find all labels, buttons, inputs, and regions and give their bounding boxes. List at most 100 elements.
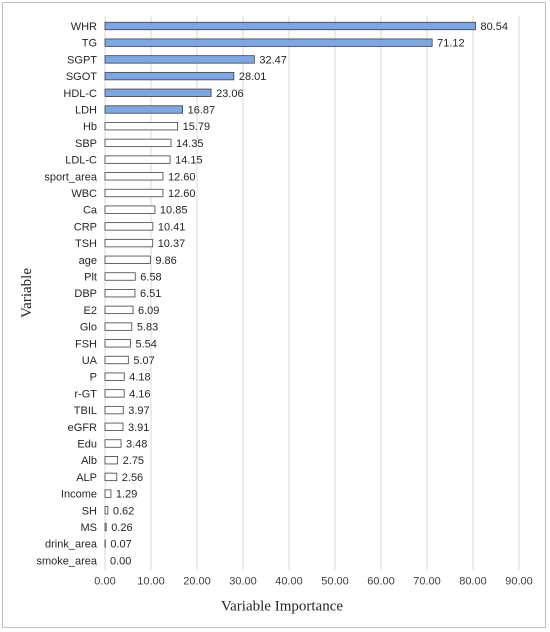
value-label: 3.97: [128, 405, 149, 417]
bar: [104, 122, 179, 131]
x-tick-label: 70.00: [413, 575, 441, 587]
value-label: 6.58: [140, 272, 161, 284]
bar: [104, 289, 136, 298]
category-label: TSH: [75, 238, 97, 250]
value-label: 14.35: [176, 138, 204, 150]
category-label: smoke_area: [36, 555, 97, 567]
category-label: TBIL: [74, 405, 97, 417]
bar: [104, 405, 124, 415]
x-tick-label: 20.00: [183, 575, 211, 587]
value-label: 15.79: [183, 121, 211, 133]
bar: [104, 305, 134, 315]
value-label: 5.07: [133, 355, 154, 367]
bar: [104, 472, 118, 482]
value-label: 9.86: [155, 255, 176, 267]
x-tick-label: 60.00: [367, 575, 395, 587]
value-label: 3.91: [128, 422, 149, 434]
bar: [104, 21, 476, 31]
category-label: SGOT: [66, 71, 97, 83]
bar: [104, 255, 151, 264]
x-tick-label: 40.00: [275, 575, 303, 587]
value-label: 12.60: [168, 188, 196, 200]
value-label: 10.37: [158, 238, 186, 250]
category-label: eGFR: [68, 422, 97, 434]
bar: [104, 188, 164, 198]
bar: [104, 339, 131, 348]
bar: [104, 138, 172, 148]
bar: [104, 172, 164, 181]
x-tick-label: 80.00: [459, 575, 487, 587]
category-label: ALP: [76, 472, 97, 484]
category-label: r-GT: [74, 388, 97, 400]
bar: [104, 355, 129, 365]
bar: [104, 372, 125, 381]
value-label: 16.87: [188, 105, 216, 117]
value-label: 2.56: [122, 472, 143, 484]
category-label: Income: [61, 489, 97, 501]
value-label: 3.48: [126, 439, 147, 451]
value-label: 5.83: [137, 322, 158, 334]
bar: [104, 489, 112, 498]
bar: [104, 506, 109, 515]
bar: [104, 322, 133, 331]
value-label: 2.75: [123, 455, 144, 467]
bar: [104, 272, 136, 281]
category-label: E2: [84, 305, 97, 317]
chart-frame: WHR TG SGPT SGOT HDL-C LDH Hb SBP LDL-C sport_are…: [2, 2, 546, 628]
value-label: 1.29: [116, 489, 137, 501]
category-label: Hb: [83, 121, 97, 133]
bar: [104, 522, 107, 532]
category-label: CRP: [74, 221, 97, 233]
category-labels: WHR TG SGPT SGOT HDL-C LDH Hb SBP LDL-C sport_are…: [36, 21, 97, 567]
bar-chart: WHR TG SGPT SGOT HDL-C LDH Hb SBP LDL-C sport_are…: [19, 16, 533, 614]
x-tick-label: 50.00: [321, 575, 349, 587]
x-tick-label: 30.00: [229, 575, 257, 587]
value-label: 4.16: [129, 388, 150, 400]
gridlines: [104, 16, 520, 571]
category-label: MS: [81, 522, 98, 534]
value-label: 71.12: [437, 38, 465, 50]
x-tick-label: 90.00: [505, 575, 533, 587]
category-label: Alb: [81, 455, 97, 467]
category-label: Ca: [83, 205, 98, 217]
bar: [104, 389, 125, 398]
category-label: Glo: [80, 322, 97, 334]
x-axis-title: Variable Importance: [221, 598, 343, 614]
value-label: 4.18: [129, 372, 150, 384]
category-label: WBC: [71, 188, 97, 200]
bar: [104, 71, 235, 81]
value-label: 0.00: [110, 555, 131, 567]
bar: [104, 88, 212, 97]
bar: [104, 155, 171, 164]
y-axis-title: Variable: [19, 268, 35, 318]
category-label: SH: [82, 505, 97, 517]
bar: [104, 55, 255, 64]
value-label: 10.85: [160, 205, 188, 217]
value-label: 0.62: [113, 505, 134, 517]
category-label: age: [79, 255, 97, 267]
value-label: 28.01: [239, 71, 267, 83]
bars: [104, 21, 476, 548]
category-label: WHR: [71, 21, 97, 33]
bar: [104, 205, 156, 214]
value-label: 6.51: [140, 288, 161, 300]
value-label: 0.07: [110, 539, 131, 551]
value-label: 5.54: [135, 338, 156, 350]
bar: [104, 422, 124, 431]
value-label: 32.47: [259, 54, 287, 66]
x-tick-labels: 0.00 10.00 20.00 30.00 40.00 50.00 60.00 70.00 8…: [94, 575, 532, 587]
category-label: FSH: [75, 338, 97, 350]
category-label: TG: [82, 38, 97, 50]
category-label: LDH: [75, 105, 97, 117]
category-label: P: [90, 372, 97, 384]
category-label: SBP: [75, 138, 97, 150]
bar: [104, 456, 119, 465]
category-label: drink_area: [45, 539, 98, 551]
category-label: SGPT: [67, 54, 97, 66]
value-label: 80.54: [480, 21, 508, 33]
category-label: Plt: [84, 272, 97, 284]
category-label: Edu: [77, 439, 97, 451]
bar: [104, 439, 122, 448]
bar: [104, 238, 154, 248]
